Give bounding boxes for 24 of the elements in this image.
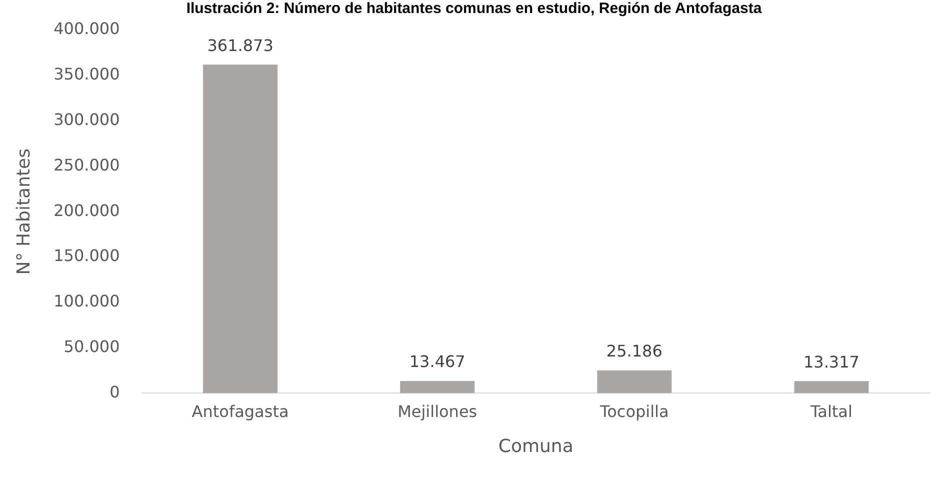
y-tick-label: 350.000: [54, 64, 120, 84]
x-tick-label: Antofagasta: [192, 402, 289, 421]
y-axis-title: N° Habitantes: [13, 148, 34, 275]
bar: [597, 370, 672, 394]
x-tick-label: Taltal: [810, 402, 852, 421]
y-tick-label: 200.000: [54, 200, 120, 220]
x-axis-title: Comuna: [498, 436, 574, 457]
x-tick-label: Tocopilla: [599, 402, 669, 421]
bar: [400, 380, 475, 394]
chart-title: Ilustración 2: Número de habitantes comunas en estudio, Región de Antofagasta: [185, 0, 763, 18]
bar: [794, 381, 869, 394]
bar: [203, 64, 278, 394]
y-tick-label: 250.000: [54, 155, 120, 174]
data-label: 13.317: [803, 352, 860, 372]
y-tick-label: 150.000: [54, 246, 120, 266]
x-tick-label: Mejillones: [398, 402, 478, 421]
y-tick-label: 50.000: [64, 336, 120, 356]
data-label: 13.467: [409, 352, 466, 372]
y-tick-label: 100.000: [54, 292, 120, 311]
data-label: 361.873: [207, 36, 274, 55]
y-tick-label: 400.000: [54, 19, 120, 38]
data-label: 25.186: [606, 341, 662, 360]
y-tick-label: 300.000: [54, 110, 120, 129]
y-tick-label: 0: [110, 382, 120, 402]
